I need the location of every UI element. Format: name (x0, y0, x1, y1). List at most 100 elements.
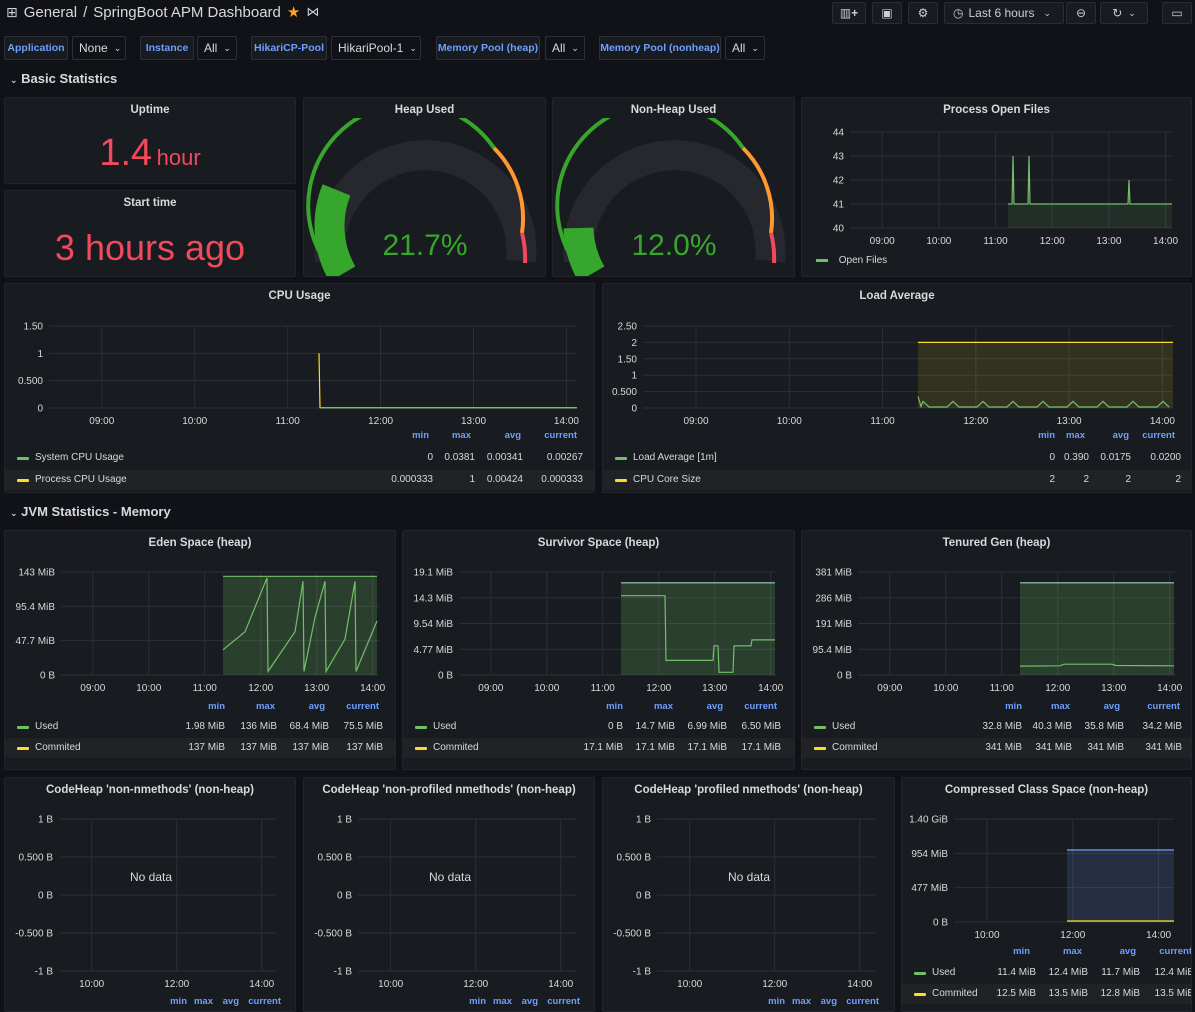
panel-codeheap-non-profiled[interactable]: CodeHeap 'non-profiled nmethods' (non-he… (303, 777, 595, 1012)
legend-row[interactable]: System CPU Usage 0 0.0381 0.00341 0.0026… (5, 448, 594, 468)
legend-row[interactable]: Commited 12.5 MiB 13.5 MiB 12.8 MiB 13.5… (902, 984, 1191, 1004)
legend-header-min[interactable]: min (412, 430, 429, 441)
legend-header-min[interactable]: min (1013, 946, 1030, 957)
panel-start-time[interactable]: Start time 3 hours ago (4, 190, 296, 277)
panel-tenured-gen[interactable]: Tenured Gen (heap) 0 B 95.4 MiB 191 MiB 286… (801, 530, 1192, 770)
series-area-open-files (1008, 156, 1172, 228)
legend-header-max[interactable]: max (255, 701, 275, 712)
legend-header-max[interactable]: max (1065, 430, 1085, 441)
panel-process-open-files[interactable]: Process Open Files 40 41 42 43 44 09:00 10:00 1… (801, 97, 1192, 277)
legend-header-min[interactable]: min (1038, 430, 1055, 441)
refresh-button[interactable]: ↻ ⌄ (1100, 2, 1148, 24)
legend-header-max[interactable]: max (193, 996, 213, 1007)
legend-header-avg[interactable]: avg (1103, 701, 1120, 712)
dashboard-settings-button[interactable]: ⚙ (908, 2, 938, 24)
panel-codeheap-profiled[interactable]: CodeHeap 'profiled nmethods' (non-heap) … (602, 777, 895, 1012)
legend-header-current[interactable]: current (1159, 946, 1192, 957)
y-tick-label: 14.3 MiB (414, 593, 454, 604)
y-tick-label: 0 B (837, 671, 852, 682)
legend-header-current[interactable]: current (846, 996, 879, 1007)
legend-header-current[interactable]: current (547, 996, 580, 1007)
legend-swatch (615, 457, 627, 460)
legend-header-current[interactable]: current (744, 701, 777, 712)
add-panel-button[interactable]: ▥+ (832, 2, 866, 24)
legend-header-max[interactable]: max (791, 996, 811, 1007)
legend-open-files[interactable]: Open Files (816, 255, 887, 266)
panel-heap-used[interactable]: Heap Used 21.7% (303, 97, 546, 277)
legend-header-max[interactable]: max (1050, 701, 1070, 712)
panel-survivor-space[interactable]: Survivor Space (heap) 0 B 4.77 MiB 9.54 Mi… (402, 530, 795, 770)
legend-header-avg[interactable]: avg (1112, 430, 1129, 441)
legend-swatch (814, 726, 826, 729)
legend-current: 341 MiB (1145, 742, 1182, 753)
y-tick-label: 0.500 (18, 376, 43, 387)
legend-header-min[interactable]: min (768, 996, 785, 1007)
panel-nonheap-used[interactable]: Non-Heap Used 12.0% (552, 97, 795, 277)
legend-header-avg[interactable]: avg (706, 701, 723, 712)
legend-header-avg[interactable]: avg (308, 701, 325, 712)
legend-header-current[interactable]: current (544, 430, 577, 441)
legend-header-avg[interactable]: avg (222, 996, 239, 1007)
x-tick-label: 10:00 (777, 416, 802, 427)
legend-header-max[interactable]: max (492, 996, 512, 1007)
legend-row[interactable]: Commited 17.1 MiB 17.1 MiB 17.1 MiB 17.1… (403, 738, 794, 758)
var-label-instance: Instance (140, 36, 194, 60)
uptime-value: 1.4 hour (5, 132, 295, 175)
y-tick-label: 191 MiB (815, 619, 852, 630)
legend-header-current[interactable]: current (346, 701, 379, 712)
row-jvm-memory[interactable]: ⌄ JVM Statistics - Memory (10, 504, 171, 519)
legend-row[interactable]: Load Average [1m] 0 0.390 0.0175 0.0200 (603, 448, 1191, 468)
legend-row[interactable]: Used 11.4 MiB 12.4 MiB 11.7 MiB 12.4 MiB (902, 963, 1191, 983)
dashboard-title[interactable]: SpringBoot APM Dashboard (93, 3, 281, 21)
legend-row[interactable]: Process CPU Usage 0.000333 1 0.00424 0.0… (5, 470, 594, 490)
legend-row[interactable]: Used 0 B 14.7 MiB 6.99 MiB 6.50 MiB (403, 717, 794, 737)
panel-uptime[interactable]: Uptime 1.4 hour (4, 97, 296, 184)
panel-cpu-usage[interactable]: CPU Usage 0 0.500 1 1.50 09:00 10:00 11:00 12:0… (4, 283, 595, 493)
legend-header-min[interactable]: min (469, 996, 486, 1007)
var-select-hikaricp-pool[interactable]: HikariPool-1 ⌄ (331, 36, 421, 60)
panel-eden-space[interactable]: Eden Space (heap) 0 B 47.7 MiB 95.4 MiB 143… (4, 530, 396, 770)
legend-swatch (17, 457, 29, 460)
legend-header-avg[interactable]: avg (1119, 946, 1136, 957)
time-picker-button[interactable]: ◷ Last 6 hours ⌄ (944, 2, 1064, 24)
legend-header-current[interactable]: current (1142, 430, 1175, 441)
panel-codeheap-non-nmethods[interactable]: CodeHeap 'non-nmethods' (non-heap) -1 B-… (4, 777, 296, 1012)
legend-header-min[interactable]: min (1005, 701, 1022, 712)
y-tick-label: 95.4 MiB (16, 602, 56, 613)
legend-header-min[interactable]: min (208, 701, 225, 712)
legend-header-min[interactable]: min (170, 996, 187, 1007)
panel-load-average[interactable]: Load Average 0 0.500 1 1.50 2 2.50 09:00 10:00 1… (602, 283, 1192, 493)
legend-row[interactable]: Used 32.8 MiB 40.3 MiB 35.8 MiB 34.2 MiB (802, 717, 1191, 737)
y-tick-label: 0.500 B (617, 853, 652, 864)
legend-row[interactable]: Commited 137 MiB 137 MiB 137 MiB 137 MiB (5, 738, 395, 758)
zoom-out-button[interactable]: ⊖ (1066, 2, 1096, 24)
dashboards-grid-icon[interactable]: ⊞ (6, 3, 18, 20)
y-tick-label: 19.1 MiB (414, 568, 454, 579)
legend-current: 0.0200 (1150, 452, 1181, 463)
legend-header-max[interactable]: max (1062, 946, 1082, 957)
legend-row[interactable]: Commited 341 MiB 341 MiB 341 MiB 341 MiB (802, 738, 1191, 758)
share-icon[interactable]: ⋈ (306, 4, 320, 19)
var-select-instance[interactable]: All ⌄ (197, 36, 237, 60)
legend-header-current[interactable]: current (248, 996, 281, 1007)
breadcrumb-folder[interactable]: General (23, 3, 78, 21)
legend-row[interactable]: Used 1.98 MiB 136 MiB 68.4 MiB 75.5 MiB (5, 717, 395, 737)
var-select-application[interactable]: None ⌄ (72, 36, 126, 60)
var-select-memory-pool-heap[interactable]: All ⌄ (545, 36, 585, 60)
legend-header-max[interactable]: max (451, 430, 471, 441)
var-value-application: None (79, 41, 108, 55)
row-basic-statistics[interactable]: ⌄ Basic Statistics (10, 71, 117, 86)
star-icon[interactable]: ★ (286, 4, 301, 21)
legend-header-current[interactable]: current (1147, 701, 1180, 712)
tv-mode-button[interactable]: ▭ (1162, 2, 1192, 24)
legend-header-avg[interactable]: avg (820, 996, 837, 1007)
legend-header-min[interactable]: min (606, 701, 623, 712)
legend-swatch (17, 747, 29, 750)
legend-header-max[interactable]: max (653, 701, 673, 712)
legend-header-avg[interactable]: avg (504, 430, 521, 441)
var-select-memory-pool-nonheap[interactable]: All ⌄ (725, 36, 765, 60)
legend-header-avg[interactable]: avg (521, 996, 538, 1007)
legend-row[interactable]: CPU Core Size 2 2 2 2 (603, 470, 1191, 490)
save-dashboard-button[interactable]: ▣ (872, 2, 902, 24)
panel-compressed-class-space[interactable]: Compressed Class Space (non-heap) 0 B 477… (901, 777, 1192, 1012)
